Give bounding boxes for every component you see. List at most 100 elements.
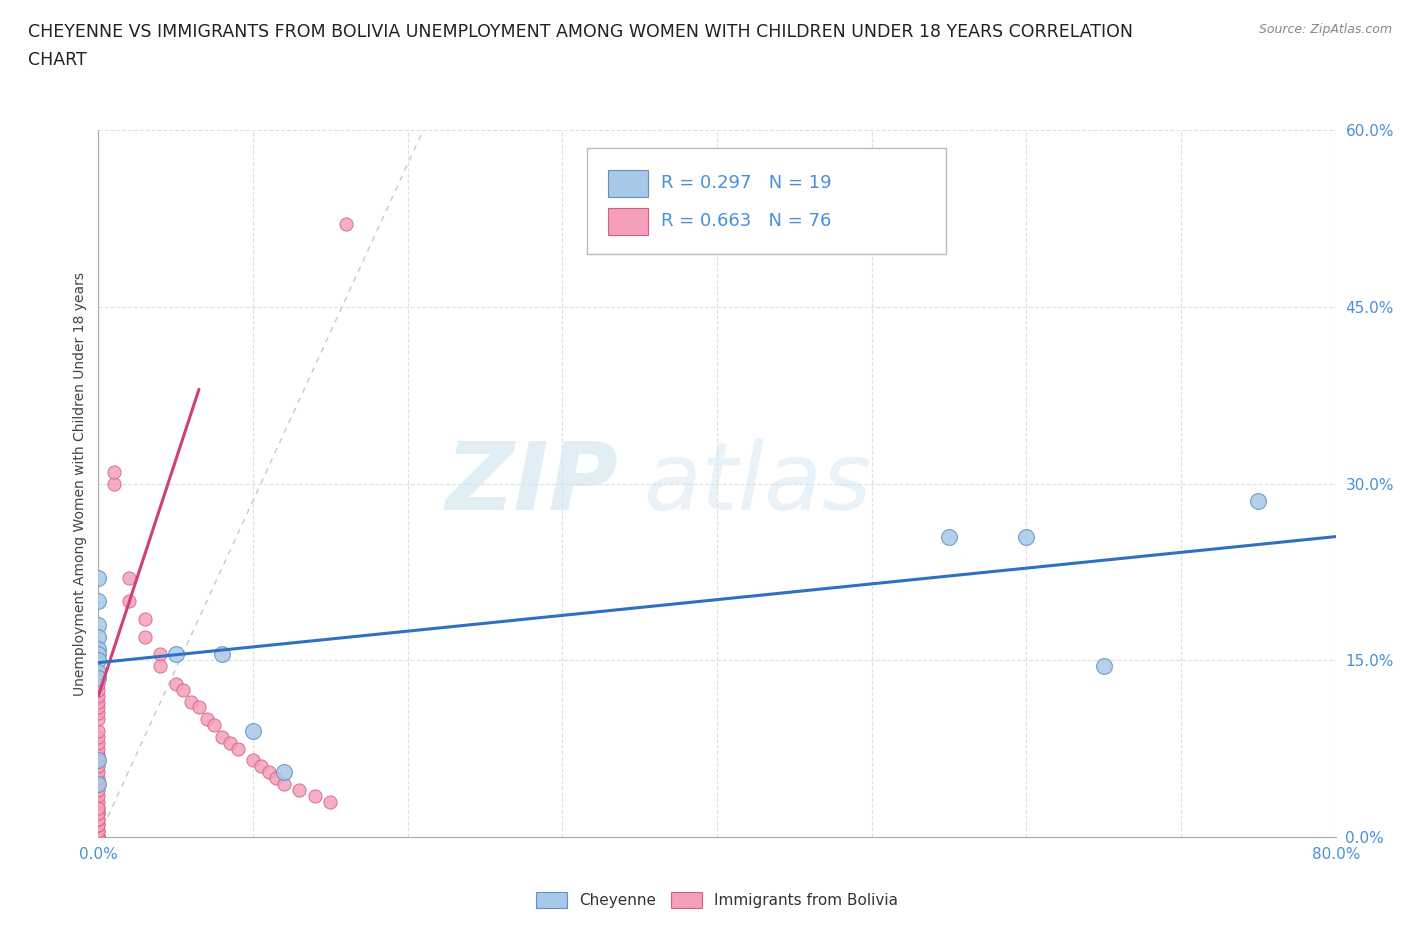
Point <box>87 830 110 844</box>
Point <box>87 830 110 844</box>
Text: CHART: CHART <box>28 51 87 69</box>
Point <box>134 612 156 627</box>
Point <box>87 812 110 827</box>
Point <box>87 830 110 844</box>
Text: CHEYENNE VS IMMIGRANTS FROM BOLIVIA UNEMPLOYMENT AMONG WOMEN WITH CHILDREN UNDER: CHEYENNE VS IMMIGRANTS FROM BOLIVIA UNEM… <box>28 23 1133 41</box>
Y-axis label: Unemployment Among Women with Children Under 18 years: Unemployment Among Women with Children U… <box>73 272 87 696</box>
Point <box>134 630 156 644</box>
Point <box>87 570 110 585</box>
Bar <box>609 170 648 196</box>
Point <box>87 753 110 768</box>
Point <box>87 683 110 698</box>
Point <box>165 676 187 691</box>
Point <box>87 830 110 844</box>
Point <box>204 718 226 733</box>
Text: Source: ZipAtlas.com: Source: ZipAtlas.com <box>1258 23 1392 36</box>
Point <box>87 830 110 844</box>
Point <box>87 782 110 797</box>
Point <box>87 641 110 656</box>
Point <box>211 647 233 662</box>
Point <box>335 217 357 232</box>
Point <box>87 817 110 832</box>
Text: R = 0.297   N = 19: R = 0.297 N = 19 <box>661 174 832 193</box>
Point <box>87 817 110 832</box>
Point <box>149 647 172 662</box>
Point <box>87 824 110 839</box>
Point <box>87 830 110 844</box>
Point <box>87 830 110 844</box>
Point <box>87 777 110 791</box>
Point <box>257 764 280 779</box>
Point <box>87 700 110 715</box>
Point <box>87 647 110 662</box>
Point <box>87 653 110 668</box>
Point <box>1015 529 1038 544</box>
Point <box>87 724 110 738</box>
Point <box>226 741 249 756</box>
Point <box>165 647 187 662</box>
Point <box>87 729 110 744</box>
Point <box>211 729 233 744</box>
Point <box>1247 494 1270 509</box>
Point <box>103 476 125 491</box>
Point <box>87 753 110 768</box>
Point <box>180 694 202 709</box>
Point <box>87 824 110 839</box>
Point <box>87 812 110 827</box>
Point <box>242 753 264 768</box>
Point <box>87 777 110 791</box>
Point <box>87 830 110 844</box>
Bar <box>609 208 648 234</box>
Point <box>87 830 110 844</box>
Point <box>87 694 110 709</box>
Point <box>87 830 110 844</box>
Point <box>242 724 264 738</box>
Text: atlas: atlas <box>643 438 872 529</box>
Point <box>87 671 110 685</box>
Point <box>87 771 110 786</box>
Text: ZIP: ZIP <box>446 438 619 529</box>
Point <box>118 594 141 609</box>
Point <box>319 794 342 809</box>
Point <box>87 688 110 703</box>
Point <box>87 830 110 844</box>
Point <box>264 771 288 786</box>
Point <box>87 830 110 844</box>
Point <box>938 529 960 544</box>
Point <box>87 711 110 726</box>
Point <box>250 759 273 774</box>
Point <box>87 800 110 815</box>
Point <box>288 782 311 797</box>
Point <box>195 711 218 726</box>
Point <box>87 747 110 762</box>
Point <box>87 830 110 844</box>
Point <box>219 736 242 751</box>
Text: R = 0.663   N = 76: R = 0.663 N = 76 <box>661 212 832 231</box>
Point <box>273 777 295 791</box>
Point <box>87 630 110 644</box>
Point <box>87 671 110 685</box>
Point <box>87 741 110 756</box>
Legend: Cheyenne, Immigrants from Bolivia: Cheyenne, Immigrants from Bolivia <box>530 886 904 914</box>
Point <box>149 658 172 673</box>
Point <box>1092 658 1115 673</box>
Point <box>87 706 110 721</box>
Point <box>87 830 110 844</box>
Point <box>103 464 125 479</box>
Point <box>118 570 141 585</box>
Point <box>87 830 110 844</box>
Point <box>87 618 110 632</box>
Point <box>172 683 194 698</box>
Point <box>87 665 110 680</box>
Point <box>273 764 295 779</box>
Point <box>87 764 110 779</box>
Point <box>87 794 110 809</box>
Point <box>87 806 110 821</box>
Point <box>87 800 110 815</box>
FancyBboxPatch shape <box>588 148 946 254</box>
Point <box>188 700 211 715</box>
Point <box>87 759 110 774</box>
Point <box>304 789 326 804</box>
Point <box>87 594 110 609</box>
Point <box>87 789 110 804</box>
